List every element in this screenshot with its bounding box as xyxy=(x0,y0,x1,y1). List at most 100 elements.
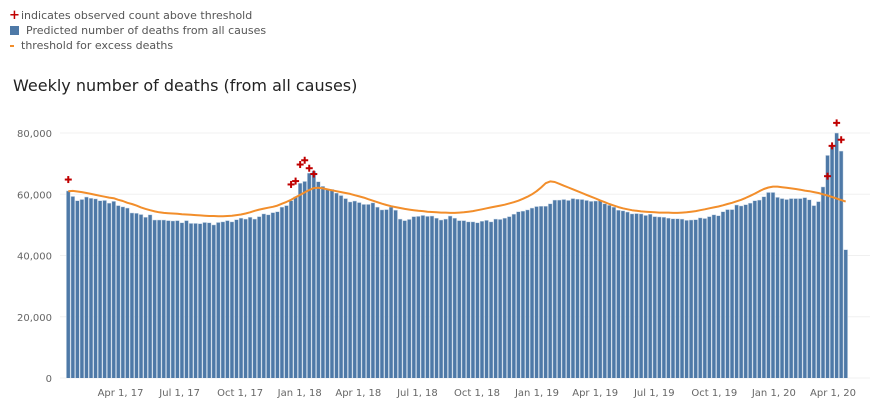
bar xyxy=(553,200,557,378)
bar xyxy=(434,218,439,378)
bar xyxy=(575,199,580,378)
bar xyxy=(166,220,170,378)
bar xyxy=(371,203,375,378)
bar xyxy=(280,207,284,378)
bar xyxy=(621,211,625,378)
bar xyxy=(266,215,270,378)
bar xyxy=(630,214,634,378)
bar xyxy=(93,199,98,378)
x-axis: Apr 1, 17 Jul 1, 17 Oct 1, 17 Jan 1, 18 Apr … xyxy=(98,388,856,399)
bar xyxy=(293,197,298,378)
bar xyxy=(584,200,589,378)
bar xyxy=(739,206,743,378)
bar xyxy=(666,218,671,378)
bar xyxy=(557,200,561,378)
chart-legend: + indicates observed count above thresho… xyxy=(9,8,266,53)
bar xyxy=(825,155,830,378)
bar xyxy=(598,200,602,378)
bar xyxy=(716,215,721,378)
bar xyxy=(675,219,680,378)
bar xyxy=(844,249,848,378)
bar xyxy=(271,212,275,378)
bar xyxy=(516,212,521,378)
x-tick-label: Apr 1, 20 xyxy=(810,388,856,399)
bar xyxy=(530,208,534,378)
y-tick-label: 60,000 xyxy=(17,190,52,201)
bar xyxy=(748,203,752,378)
bar xyxy=(239,218,243,378)
bar xyxy=(507,216,511,378)
bar xyxy=(580,199,584,378)
bar xyxy=(353,201,357,378)
plus-icon: + xyxy=(9,8,20,23)
bar xyxy=(494,219,498,378)
plus-marker xyxy=(310,170,318,178)
bar xyxy=(330,189,334,378)
bar xyxy=(780,198,784,378)
bar xyxy=(734,205,739,378)
bar xyxy=(425,216,430,378)
bar xyxy=(130,213,134,378)
plus-markers xyxy=(64,119,845,188)
bar xyxy=(298,183,302,378)
bar xyxy=(471,222,475,378)
bar xyxy=(594,201,598,378)
bar xyxy=(284,205,289,378)
bar xyxy=(203,222,207,378)
plus-marker xyxy=(305,164,313,172)
bar xyxy=(798,198,802,378)
bar xyxy=(139,214,143,378)
bar xyxy=(634,213,639,378)
bar xyxy=(475,223,480,378)
bar xyxy=(662,217,666,378)
y-tick-label: 80,000 xyxy=(17,129,52,140)
bar xyxy=(462,220,466,378)
bar xyxy=(703,218,707,378)
bar xyxy=(116,205,120,378)
bar xyxy=(407,219,411,378)
dash-swatch-icon xyxy=(10,44,14,47)
bar xyxy=(180,223,184,378)
legend-item-predicted: Predicted number of deaths from all caus… xyxy=(9,23,266,38)
bar xyxy=(830,145,834,378)
bar xyxy=(175,220,180,378)
bar xyxy=(707,216,711,378)
bar xyxy=(289,200,293,378)
bar xyxy=(757,200,761,378)
bar xyxy=(380,210,384,378)
bar xyxy=(357,202,361,378)
bar xyxy=(525,210,530,378)
bar xyxy=(489,222,493,378)
bar xyxy=(544,206,548,378)
x-tick-label: Jul 1, 19 xyxy=(633,388,675,399)
bar xyxy=(657,217,661,378)
bar xyxy=(534,206,539,378)
bar xyxy=(539,206,543,378)
bar xyxy=(234,219,239,378)
bar xyxy=(412,216,416,378)
x-tick-label: Apr 1, 18 xyxy=(335,388,381,399)
bar xyxy=(607,205,611,378)
bar xyxy=(343,198,348,378)
y-axis: 0 20,000 40,000 60,000 80,000 xyxy=(17,129,52,385)
bar xyxy=(689,220,693,378)
legend-label-observed: indicates observed count above threshold xyxy=(21,9,253,22)
bar xyxy=(671,219,675,378)
bar xyxy=(189,223,193,378)
bar xyxy=(162,220,166,378)
bar xyxy=(694,219,698,378)
bar xyxy=(348,202,352,378)
x-tick-label: Jan 1, 18 xyxy=(277,388,322,399)
bar xyxy=(589,201,593,378)
x-tick-label: Apr 1, 17 xyxy=(98,388,144,399)
bar xyxy=(339,195,343,378)
bar xyxy=(448,216,452,378)
bar xyxy=(653,216,657,378)
bar xyxy=(303,181,307,378)
bar xyxy=(321,186,325,378)
bar xyxy=(98,200,102,378)
plus-marker xyxy=(828,142,836,150)
y-tick-label: 40,000 xyxy=(17,252,52,263)
bar xyxy=(457,220,461,378)
bar xyxy=(807,200,811,378)
